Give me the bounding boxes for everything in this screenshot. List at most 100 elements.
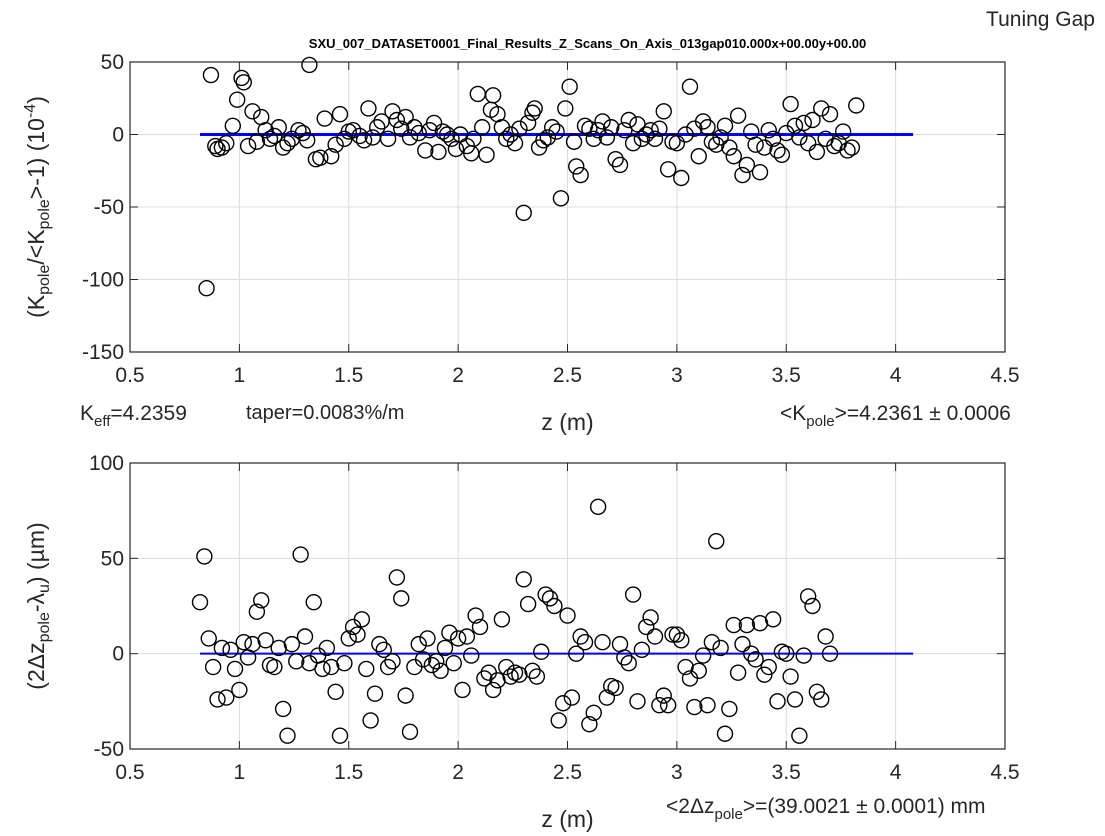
y-tick-label: 0 bbox=[112, 124, 124, 147]
data-point bbox=[379, 658, 397, 676]
top-scatter-plot: 0.5 1 1.5 2 2.5 3 3.5 4 4.5 -150 -100 -50 0 50 z (m) (K… bbox=[22, 51, 1019, 435]
data-point bbox=[642, 609, 659, 626]
data-point bbox=[473, 119, 491, 136]
data-point bbox=[773, 146, 791, 164]
data-point bbox=[690, 662, 707, 680]
data-point bbox=[327, 683, 344, 700]
data-point bbox=[563, 689, 581, 706]
data-point bbox=[515, 204, 532, 222]
data-point bbox=[288, 653, 305, 670]
data-point bbox=[283, 635, 301, 653]
data-point bbox=[353, 611, 371, 628]
data-point bbox=[791, 727, 808, 744]
data-point bbox=[681, 78, 699, 95]
data-point bbox=[419, 630, 436, 647]
data-point bbox=[445, 655, 462, 672]
data-point bbox=[471, 618, 489, 636]
data-point bbox=[624, 586, 642, 603]
data-point bbox=[506, 134, 524, 152]
data-point bbox=[202, 66, 220, 84]
data-point bbox=[204, 658, 222, 676]
data-point bbox=[664, 626, 681, 643]
data-point bbox=[340, 630, 357, 647]
data-point bbox=[716, 117, 734, 135]
figure-title: SXU_007_DATASET0001_Final_Results_Z_Scan… bbox=[308, 36, 867, 51]
data-point bbox=[673, 632, 690, 649]
data-point bbox=[821, 645, 839, 662]
data-point bbox=[804, 111, 821, 129]
data-point bbox=[388, 111, 406, 129]
data-point bbox=[312, 149, 329, 166]
data-point bbox=[224, 117, 242, 135]
data-point bbox=[659, 696, 677, 714]
data-point bbox=[568, 645, 585, 662]
data-point bbox=[524, 662, 541, 680]
data-point bbox=[244, 635, 261, 653]
data-point bbox=[327, 136, 344, 153]
data-point bbox=[539, 129, 557, 146]
data-point bbox=[235, 74, 252, 91]
data-point bbox=[668, 134, 686, 152]
data-point bbox=[576, 634, 594, 651]
data-point bbox=[515, 571, 532, 588]
data-point bbox=[659, 161, 677, 178]
data-point bbox=[218, 689, 235, 706]
keff-subscript: eff bbox=[94, 413, 111, 430]
data-point bbox=[581, 120, 598, 137]
data-point bbox=[366, 685, 384, 702]
data-point bbox=[633, 130, 651, 148]
dz-mean-subscript: pole bbox=[714, 806, 743, 823]
data-point bbox=[274, 139, 292, 156]
y-tick-label: 0 bbox=[112, 643, 124, 666]
x-axis-label: z (m) bbox=[541, 806, 593, 832]
data-point bbox=[651, 696, 668, 714]
data-point bbox=[541, 590, 559, 607]
data-point bbox=[673, 169, 690, 187]
data-point bbox=[782, 95, 799, 113]
data-point bbox=[393, 120, 410, 137]
data-point bbox=[839, 142, 856, 159]
data-point bbox=[397, 108, 414, 126]
data-point bbox=[393, 590, 410, 607]
data-point bbox=[301, 56, 318, 74]
data-point bbox=[519, 595, 537, 613]
data-point bbox=[498, 130, 515, 148]
x-tick-label: 1.5 bbox=[334, 364, 363, 387]
data-point bbox=[598, 129, 616, 146]
data-point bbox=[694, 113, 712, 130]
data-point bbox=[443, 130, 460, 148]
data-point bbox=[261, 130, 279, 148]
data-point bbox=[616, 649, 633, 666]
x-tick-label: 3 bbox=[671, 761, 683, 784]
data-point bbox=[808, 683, 826, 700]
data-point bbox=[344, 121, 362, 139]
y-axis-label: (2Δzpole-λu) (µm) bbox=[23, 522, 53, 689]
data-point bbox=[721, 139, 738, 156]
kpole-mean-value: >=4.2361 ± 0.0006 bbox=[834, 402, 1011, 425]
x-tick-label: 0.5 bbox=[115, 364, 144, 387]
y-axis-label: (Kpole/<Kpole>-1) (10-4) bbox=[22, 96, 53, 318]
dz-mean-annotation: <2Δzpole>=(39.0021 ± 0.0001) mm bbox=[666, 795, 986, 823]
data-point bbox=[463, 647, 480, 664]
data-point bbox=[316, 110, 333, 127]
data-point bbox=[804, 597, 821, 615]
data-point bbox=[572, 628, 589, 645]
y-axis-label-part: -λ bbox=[23, 592, 49, 612]
data-point bbox=[747, 651, 764, 668]
data-point bbox=[821, 105, 839, 123]
x-tick-label: 3 bbox=[671, 364, 683, 387]
data-point bbox=[799, 588, 817, 605]
y-axis-label-part: >-1) (10 bbox=[23, 118, 49, 199]
data-point bbox=[620, 111, 637, 129]
data-point bbox=[360, 100, 377, 117]
data-point bbox=[548, 123, 565, 140]
data-point bbox=[799, 134, 817, 152]
data-point bbox=[478, 146, 495, 164]
data-point bbox=[808, 143, 826, 161]
data-point bbox=[296, 628, 314, 645]
data-point bbox=[432, 662, 449, 680]
data-point bbox=[677, 658, 694, 676]
data-point bbox=[633, 641, 651, 659]
data-point bbox=[795, 647, 812, 664]
data-point bbox=[248, 603, 266, 620]
